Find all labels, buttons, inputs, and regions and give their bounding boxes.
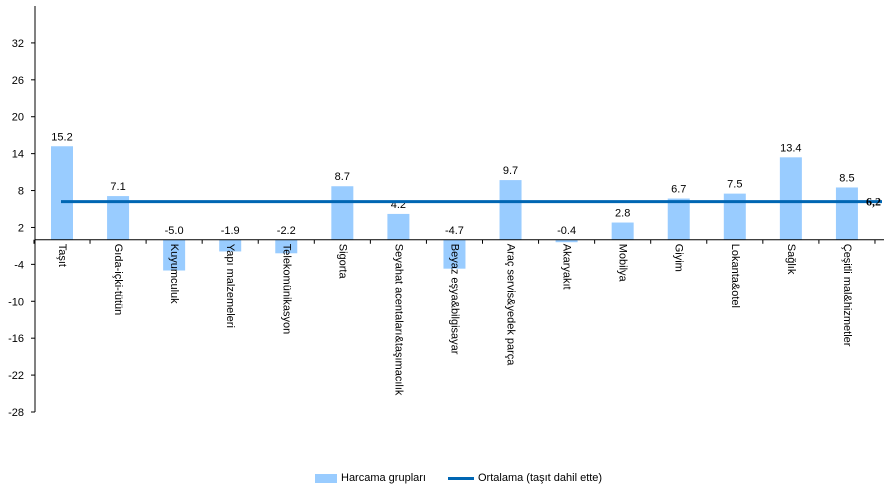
bar (163, 239, 186, 271)
average-value-label: 6,2 (866, 195, 881, 209)
x-category-label: Yapı malzemeleri (224, 244, 236, 328)
data-label: 6.7 (671, 184, 686, 196)
data-label: 8.7 (335, 171, 350, 183)
y-tick-label: -16 (8, 333, 24, 345)
x-category-label: Kuyumculuk (168, 244, 180, 304)
chart-svg: 32 26 20 14 8 2 -4 -10 -16 -22 -28 15.2 7.1 -5.0 -1.9 -… (8, 6, 884, 419)
legend-item-line: Ortalama (taşıt dahil ette) (447, 472, 603, 484)
bar (219, 239, 242, 252)
x-category-label: Sigorta (336, 244, 348, 280)
data-label: 8.5 (839, 172, 854, 184)
y-tick-label: 14 (12, 149, 24, 161)
y-tick-label: -22 (8, 370, 24, 382)
bar (387, 213, 410, 240)
x-category-label: Akaryakıt (561, 244, 573, 290)
x-category-label: Beyaz eşya&bilgisayar (448, 244, 460, 355)
x-category-label: Telekomünikasyon (280, 244, 292, 335)
legend-line-swatch (447, 476, 474, 480)
data-label: 13.4 (780, 142, 801, 154)
y-tick-label: -28 (8, 407, 24, 419)
legend-bar-label: Harcama grupları (341, 472, 426, 484)
x-category-label: Giyim (673, 244, 685, 272)
data-label: 7.1 (110, 181, 125, 193)
data-label: -5.0 (165, 225, 184, 237)
bar (723, 193, 746, 240)
bar (331, 186, 354, 240)
bar (611, 222, 634, 240)
bar (499, 180, 522, 240)
data-label: 9.7 (503, 165, 518, 177)
bar (443, 239, 466, 269)
bar (51, 146, 73, 240)
bar (107, 196, 130, 240)
y-tick-label: 20 (12, 112, 24, 124)
x-category-label: Taşıt (56, 244, 68, 267)
bar (555, 239, 578, 243)
data-label: -1.9 (221, 225, 240, 237)
x-category-label: Sağlık (785, 244, 797, 275)
legend: Harcama grupları Ortalama (taşıt dahil e… (315, 470, 624, 486)
bar (275, 239, 298, 254)
x-category-label: Seyahat acentaları&taşımacılık (392, 244, 404, 396)
y-tick-label: -4 (14, 259, 24, 271)
data-label: -0.4 (557, 225, 576, 237)
y-tick-label: -10 (8, 296, 24, 308)
data-label: 7.5 (727, 179, 742, 191)
legend-bar-swatch (315, 473, 337, 483)
x-category-label: Çeşitli mal&hizmetler (841, 244, 853, 347)
x-category-label: Mobilya (617, 244, 629, 283)
legend-line-label: Ortalama (taşıt dahil ette) (477, 472, 603, 484)
y-tick-label: 26 (12, 75, 24, 87)
y-tick-label: 8 (18, 186, 24, 198)
data-label: 15.2 (51, 131, 72, 143)
y-tick-label: 2 (18, 222, 24, 234)
x-category-label: Araç servis&yedek parça (505, 244, 517, 367)
x-category-label: Gıda-içki-tütün (112, 244, 124, 316)
bar (835, 187, 858, 240)
x-category-label: Lokanta&otel (729, 244, 741, 308)
bar (667, 198, 690, 240)
bar (779, 157, 802, 240)
data-label: 2.8 (615, 208, 630, 220)
data-label: -2.2 (277, 225, 296, 237)
data-label: -4.7 (445, 225, 464, 237)
legend-item-bars: Harcama grupları (315, 472, 426, 484)
y-tick-label: 32 (12, 38, 24, 50)
